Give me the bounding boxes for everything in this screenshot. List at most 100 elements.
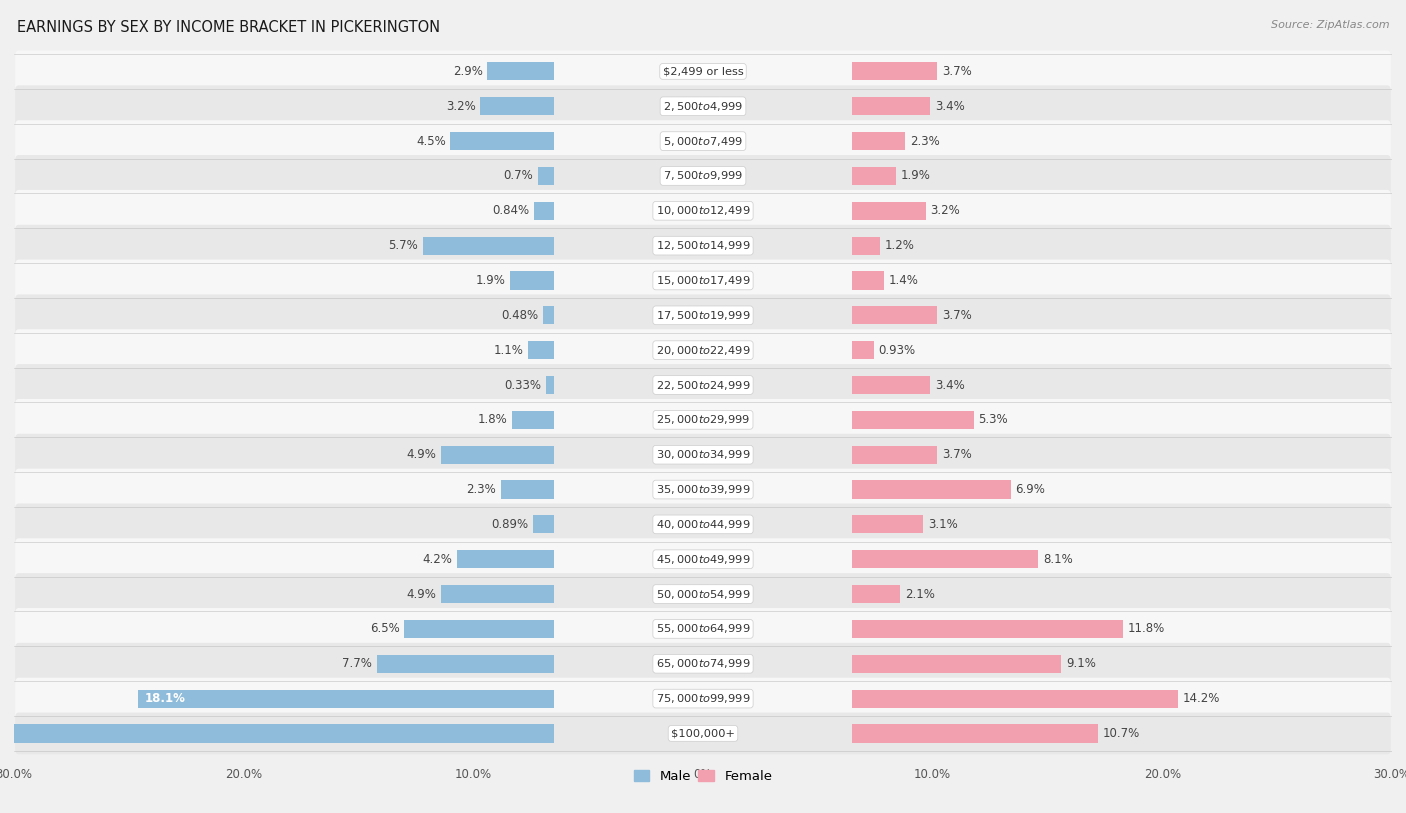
Bar [529, 341, 554, 359]
Bar [441, 446, 554, 463]
Bar [546, 376, 554, 394]
Bar [481, 98, 554, 115]
Bar [537, 167, 554, 185]
FancyBboxPatch shape [15, 608, 1391, 650]
Text: 9.1%: 9.1% [1066, 657, 1095, 670]
Text: 8.1%: 8.1% [1043, 553, 1073, 566]
Bar [852, 167, 896, 185]
FancyBboxPatch shape [15, 329, 1391, 371]
Bar [377, 654, 554, 673]
Text: 3.7%: 3.7% [942, 448, 972, 461]
FancyBboxPatch shape [15, 85, 1391, 127]
Text: $22,500 to $24,999: $22,500 to $24,999 [655, 379, 751, 392]
Bar [852, 515, 924, 533]
FancyBboxPatch shape [15, 120, 1391, 162]
FancyBboxPatch shape [15, 712, 1391, 754]
Bar [441, 585, 554, 603]
Bar [852, 307, 938, 324]
Text: 6.9%: 6.9% [1015, 483, 1045, 496]
FancyBboxPatch shape [15, 399, 1391, 441]
Bar [457, 550, 554, 568]
FancyBboxPatch shape [15, 503, 1391, 546]
Bar [405, 620, 554, 638]
Bar [852, 446, 938, 463]
Bar [852, 620, 1123, 638]
Text: 3.4%: 3.4% [935, 379, 965, 392]
Text: 18.1%: 18.1% [145, 692, 186, 705]
Text: 3.1%: 3.1% [928, 518, 957, 531]
Text: 5.3%: 5.3% [979, 413, 1008, 426]
Text: 2.3%: 2.3% [467, 483, 496, 496]
Text: 4.9%: 4.9% [406, 448, 437, 461]
Text: 2.9%: 2.9% [453, 65, 482, 78]
Text: 3.7%: 3.7% [942, 65, 972, 78]
Text: 5.7%: 5.7% [388, 239, 418, 252]
Bar [852, 237, 880, 254]
Text: $2,500 to $4,999: $2,500 to $4,999 [664, 100, 742, 113]
Bar [852, 480, 1011, 498]
FancyBboxPatch shape [15, 678, 1391, 720]
Bar [543, 307, 554, 324]
Text: $20,000 to $22,499: $20,000 to $22,499 [655, 344, 751, 357]
Text: 0.7%: 0.7% [503, 169, 533, 182]
Text: 3.7%: 3.7% [942, 309, 972, 322]
Text: 4.2%: 4.2% [423, 553, 453, 566]
FancyBboxPatch shape [15, 643, 1391, 685]
Text: $7,500 to $9,999: $7,500 to $9,999 [664, 169, 742, 182]
Text: 0.33%: 0.33% [505, 379, 541, 392]
Text: 14.2%: 14.2% [1182, 692, 1220, 705]
Text: 1.4%: 1.4% [889, 274, 920, 287]
Bar [852, 585, 900, 603]
Text: EARNINGS BY SEX BY INCOME BRACKET IN PICKERINGTON: EARNINGS BY SEX BY INCOME BRACKET IN PIC… [17, 20, 440, 35]
Bar [512, 411, 554, 429]
Bar [501, 480, 554, 498]
Text: 6.5%: 6.5% [370, 623, 399, 636]
Bar [852, 376, 931, 394]
Text: 1.9%: 1.9% [900, 169, 931, 182]
Bar [852, 689, 1178, 707]
FancyBboxPatch shape [15, 259, 1391, 302]
Bar [852, 98, 931, 115]
Bar [510, 272, 554, 289]
Text: $2,499 or less: $2,499 or less [662, 67, 744, 76]
Text: $40,000 to $44,999: $40,000 to $44,999 [655, 518, 751, 531]
Text: $65,000 to $74,999: $65,000 to $74,999 [655, 657, 751, 670]
Text: $100,000+: $100,000+ [671, 728, 735, 738]
FancyBboxPatch shape [15, 224, 1391, 267]
Text: 1.9%: 1.9% [475, 274, 506, 287]
Bar [534, 202, 554, 220]
Text: $55,000 to $64,999: $55,000 to $64,999 [655, 623, 751, 636]
Bar [533, 515, 554, 533]
Bar [0, 724, 554, 742]
Text: $12,500 to $14,999: $12,500 to $14,999 [655, 239, 751, 252]
Bar [423, 237, 554, 254]
FancyBboxPatch shape [15, 468, 1391, 511]
Text: 2.3%: 2.3% [910, 135, 939, 148]
Bar [852, 411, 974, 429]
Text: 3.2%: 3.2% [446, 100, 475, 113]
Text: 1.1%: 1.1% [494, 344, 524, 357]
Text: $15,000 to $17,499: $15,000 to $17,499 [655, 274, 751, 287]
Text: 11.8%: 11.8% [1128, 623, 1166, 636]
Bar [852, 654, 1062, 673]
Text: $75,000 to $99,999: $75,000 to $99,999 [655, 692, 751, 705]
FancyBboxPatch shape [15, 155, 1391, 197]
Text: $5,000 to $7,499: $5,000 to $7,499 [664, 135, 742, 148]
Text: 10.7%: 10.7% [1102, 727, 1140, 740]
Text: 2.1%: 2.1% [905, 588, 935, 601]
FancyBboxPatch shape [15, 50, 1391, 93]
Text: $35,000 to $39,999: $35,000 to $39,999 [655, 483, 751, 496]
Text: 1.2%: 1.2% [884, 239, 914, 252]
FancyBboxPatch shape [15, 294, 1391, 337]
Text: 0.89%: 0.89% [492, 518, 529, 531]
FancyBboxPatch shape [15, 538, 1391, 580]
Text: 1.8%: 1.8% [478, 413, 508, 426]
FancyBboxPatch shape [15, 434, 1391, 476]
FancyBboxPatch shape [15, 573, 1391, 615]
Bar [852, 341, 873, 359]
Text: 3.4%: 3.4% [935, 100, 965, 113]
Text: 0.84%: 0.84% [492, 204, 530, 217]
Bar [852, 132, 905, 150]
Text: $50,000 to $54,999: $50,000 to $54,999 [655, 588, 751, 601]
Text: 7.7%: 7.7% [343, 657, 373, 670]
